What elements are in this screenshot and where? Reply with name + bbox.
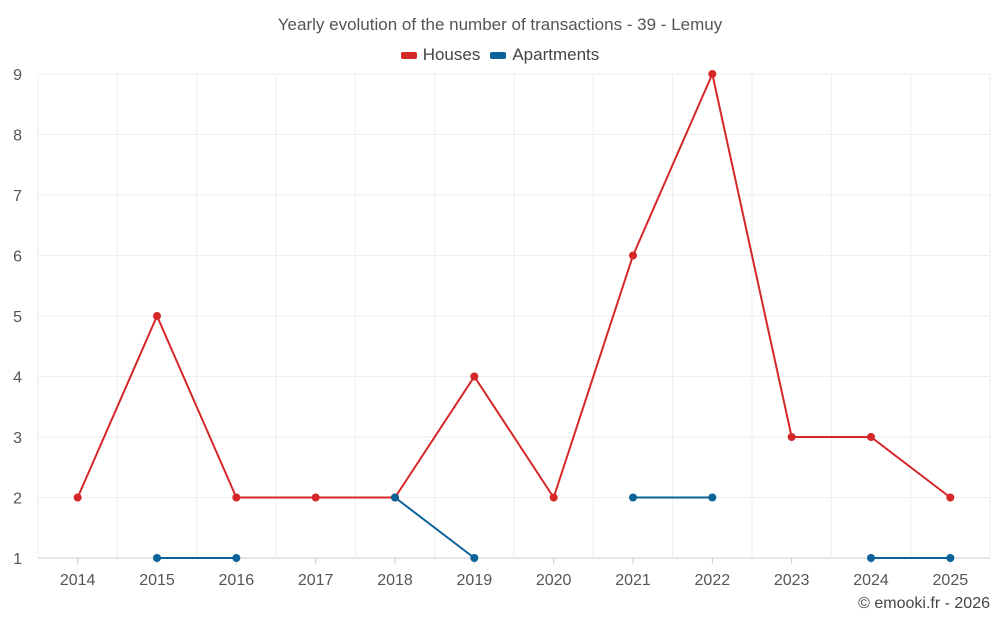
legend-label-apartments: Apartments xyxy=(512,45,600,64)
x-tick-label: 2022 xyxy=(695,572,731,589)
data-point-houses xyxy=(946,493,955,502)
legend-item-apartments[interactable]: Apartments xyxy=(490,45,599,65)
y-tick-label: 9 xyxy=(13,67,22,84)
data-point-houses xyxy=(470,372,479,381)
x-tick-label: 2024 xyxy=(853,572,889,589)
data-point-houses xyxy=(153,312,161,320)
data-point-apartments xyxy=(629,493,637,502)
y-tick-label: 4 xyxy=(13,370,22,387)
x-tick-label: 2018 xyxy=(377,572,413,589)
x-tick-label: 2016 xyxy=(219,572,255,589)
y-tick-label: 2 xyxy=(13,491,22,508)
legend: Houses Apartments xyxy=(0,45,1000,65)
data-point-apartments xyxy=(867,554,875,562)
data-point-apartments xyxy=(470,554,479,562)
data-point-houses xyxy=(549,493,558,502)
y-tick-label: 6 xyxy=(13,249,22,266)
series-line-houses xyxy=(76,73,951,499)
chart-title: Yearly evolution of the number of transa… xyxy=(277,15,723,34)
data-point-houses xyxy=(232,493,241,502)
data-point-houses xyxy=(73,493,82,502)
data-point-apartments xyxy=(232,554,241,562)
y-tick-label: 8 xyxy=(13,128,22,145)
data-point-houses xyxy=(311,493,320,502)
y-tick-label: 1 xyxy=(13,551,22,568)
x-tick-label: 2021 xyxy=(615,572,651,589)
credit-text: © emooki.fr - 2026 xyxy=(858,595,990,612)
x-tick-label: 2025 xyxy=(933,572,969,589)
y-tick-label: 5 xyxy=(13,309,22,326)
data-point-houses xyxy=(629,251,637,260)
data-point-apartments xyxy=(391,493,399,502)
legend-swatch-houses xyxy=(400,51,417,59)
legend-item-houses[interactable]: Houses xyxy=(400,45,481,65)
y-tick-label: 7 xyxy=(13,188,22,205)
x-tick-label: 2020 xyxy=(536,572,572,589)
data-point-houses xyxy=(708,70,717,78)
data-point-apartments xyxy=(153,554,161,562)
x-tick-label: 2023 xyxy=(774,572,810,589)
data-point-apartments xyxy=(946,554,955,562)
data-point-houses xyxy=(787,433,796,441)
legend-swatch-apartments xyxy=(490,51,507,59)
series-line-apartments xyxy=(394,496,475,559)
data-point-apartments xyxy=(708,493,717,502)
x-tick-label: 2014 xyxy=(60,572,96,589)
x-tick-label: 2017 xyxy=(298,572,334,589)
y-tick-label: 3 xyxy=(13,430,22,447)
x-tick-label: 2019 xyxy=(457,572,493,589)
x-tick-label: 2015 xyxy=(139,572,175,589)
legend-label-houses: Houses xyxy=(422,45,481,64)
data-point-houses xyxy=(867,433,875,441)
